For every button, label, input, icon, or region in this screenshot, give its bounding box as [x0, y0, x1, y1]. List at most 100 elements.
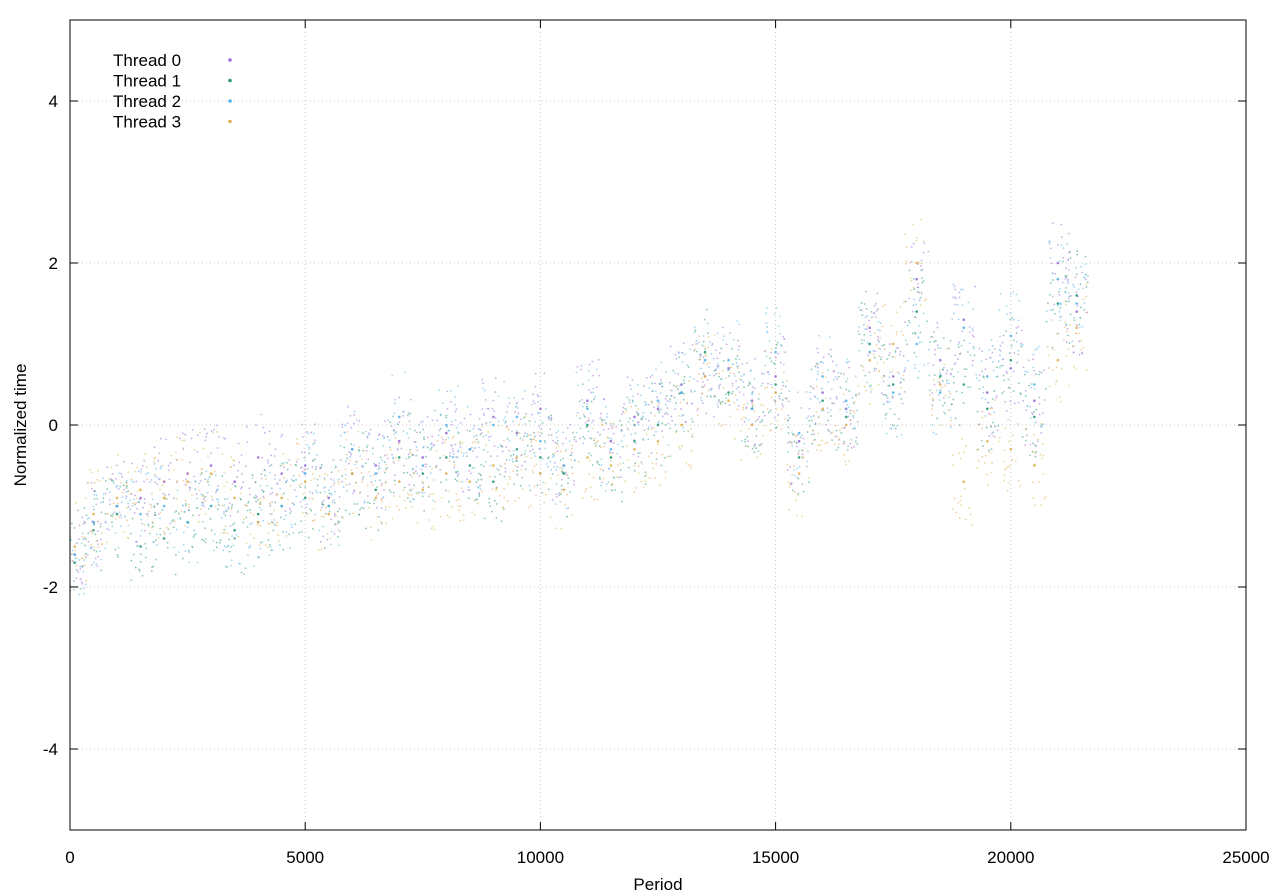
data-point: [194, 532, 197, 535]
data-point: [295, 460, 298, 463]
data-point: [424, 463, 427, 466]
data-point: [641, 416, 644, 419]
data-point: [919, 331, 922, 334]
data-point: [1078, 353, 1081, 356]
data-point: [176, 479, 178, 482]
data-point: [550, 414, 552, 417]
data-point: [716, 403, 719, 406]
data-point: [154, 481, 157, 484]
data-point: [1049, 385, 1051, 388]
data-point: [952, 375, 955, 378]
data-point: [1067, 282, 1070, 285]
data-point: [703, 346, 706, 349]
data-point: [260, 473, 263, 475]
data-point: [878, 355, 881, 358]
data-point: [297, 443, 300, 446]
data-point: [819, 449, 822, 452]
data-point: [988, 349, 991, 351]
data-point: [207, 455, 209, 458]
data-point: [445, 414, 448, 417]
data-point: [1040, 457, 1043, 460]
data-point: [460, 451, 463, 454]
data-point: [593, 439, 595, 442]
data-point: [914, 332, 917, 335]
data-point: [481, 479, 483, 481]
data-point: [205, 435, 208, 438]
data-point: [411, 488, 414, 490]
data-point: [895, 311, 898, 314]
data-point: [1048, 242, 1051, 245]
data-point: [852, 415, 854, 417]
data-point: [918, 325, 920, 327]
data-point: [359, 508, 361, 511]
data-point: [433, 528, 436, 531]
data-point: [915, 355, 918, 358]
data-point: [1034, 452, 1037, 455]
data-point: [1049, 309, 1052, 311]
y-tick-label: 0: [49, 416, 58, 435]
data-point: [473, 513, 476, 516]
data-point: [918, 370, 921, 373]
data-point: [689, 467, 692, 469]
data-point: [557, 429, 560, 432]
data-point: [816, 347, 819, 350]
data-point: [384, 420, 386, 423]
data-point: [359, 455, 362, 457]
data-point: [577, 460, 580, 463]
data-point: [381, 497, 384, 500]
data-point: [943, 401, 946, 404]
data-point: [1067, 292, 1070, 295]
data-point: [413, 471, 416, 474]
data-point: [520, 468, 523, 471]
data-point: [634, 404, 637, 407]
data-point: [824, 423, 827, 426]
data-point: [326, 538, 329, 541]
data-point: [879, 322, 882, 325]
data-point: [534, 372, 537, 375]
data-point: [700, 399, 703, 402]
data-point: [885, 412, 888, 415]
data-point: [595, 386, 598, 389]
data-point: [1038, 481, 1041, 483]
data-point: [1065, 286, 1068, 289]
data-point: [1015, 293, 1018, 296]
data-point: [570, 454, 573, 457]
data-point: [790, 482, 793, 484]
data-point: [1017, 319, 1020, 322]
data-point: [844, 423, 848, 427]
data-point: [316, 491, 318, 494]
data-point: [913, 277, 915, 280]
data-point: [877, 338, 880, 341]
data-point: [795, 467, 798, 470]
data-point: [605, 483, 608, 486]
data-point: [200, 493, 203, 496]
data-point: [981, 370, 983, 373]
data-point: [845, 388, 848, 391]
data-point: [1037, 345, 1040, 348]
data-point: [773, 362, 776, 365]
data-point: [466, 405, 469, 408]
data-point: [951, 368, 953, 371]
data-point: [177, 551, 180, 554]
data-point: [764, 364, 767, 367]
data-point: [362, 476, 365, 479]
data-point: [700, 353, 702, 356]
data-point: [644, 471, 647, 473]
data-point: [482, 435, 485, 438]
data-point: [528, 420, 531, 423]
data-point: [389, 448, 392, 451]
data-point: [291, 526, 293, 529]
data-point: [748, 381, 751, 384]
data-point: [444, 441, 446, 444]
data-point: [332, 484, 335, 487]
data-point: [544, 407, 547, 410]
data-point: [902, 355, 905, 357]
series-1-points: [69, 250, 1089, 592]
data-point: [332, 458, 335, 461]
data-point: [292, 474, 295, 477]
data-point: [599, 433, 601, 436]
data-point: [528, 506, 530, 509]
data-point: [922, 240, 925, 243]
data-point: [336, 510, 339, 513]
data-point: [861, 314, 864, 316]
